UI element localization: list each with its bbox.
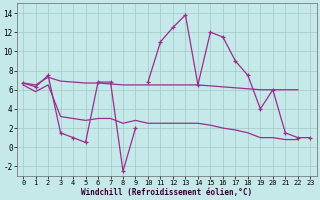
X-axis label: Windchill (Refroidissement éolien,°C): Windchill (Refroidissement éolien,°C) bbox=[81, 188, 252, 197]
